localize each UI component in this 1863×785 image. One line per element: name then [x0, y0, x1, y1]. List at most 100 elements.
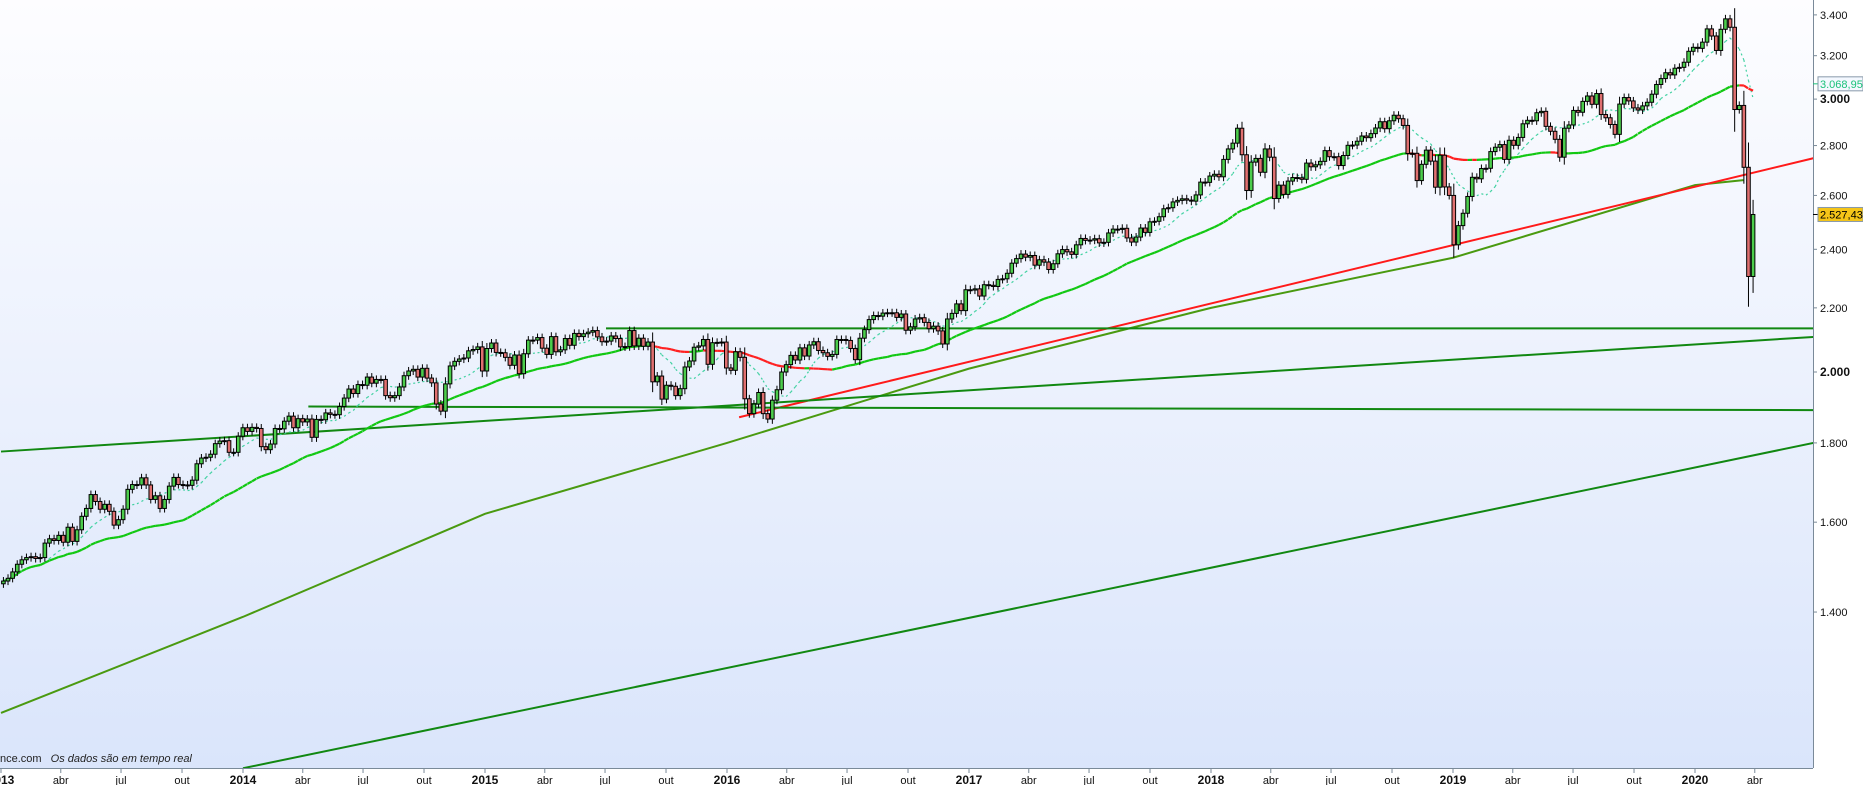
candle-body	[1230, 142, 1236, 150]
moving-average-40-segment	[375, 420, 382, 425]
candle	[1538, 107, 1544, 117]
moving-average-40-segment	[841, 365, 847, 369]
candle-body	[968, 289, 973, 292]
moving-average-10-segment	[1200, 197, 1206, 202]
candle	[1442, 147, 1447, 196]
moving-average-40-segment	[1200, 230, 1206, 235]
moving-average-40-segment	[1531, 152, 1537, 156]
y-tick-label: 2.800	[1820, 141, 1848, 153]
moving-average-40-segment	[1144, 253, 1151, 258]
candle-body	[760, 391, 766, 415]
candle-body	[1152, 220, 1157, 223]
candle	[263, 442, 269, 454]
candle	[1225, 144, 1231, 164]
moving-average-10-segment	[436, 380, 442, 383]
moving-average-40-segment	[1177, 239, 1183, 244]
candle-body	[1322, 150, 1328, 162]
candle-body	[834, 338, 840, 355]
moving-average-10-segment	[1389, 130, 1395, 135]
candle-body	[806, 344, 812, 357]
candle-body	[185, 484, 190, 487]
moving-average-40-segment	[182, 517, 189, 522]
moving-average-10-segment	[1541, 129, 1547, 132]
candle	[825, 348, 830, 361]
moving-average-40-segment	[864, 359, 870, 363]
moving-average-40-segment	[1232, 211, 1239, 218]
candle	[1331, 152, 1337, 161]
candle	[820, 346, 826, 357]
candle-body	[309, 418, 315, 438]
candle-body	[1727, 18, 1733, 28]
candle-body	[355, 384, 361, 395]
moving-average-40-segment	[1117, 265, 1123, 270]
candle	[93, 490, 98, 506]
moving-average-10-segment	[141, 498, 147, 502]
moving-average-10-segment	[182, 489, 188, 492]
candle	[235, 432, 241, 457]
candle	[415, 365, 421, 382]
candle-body	[254, 426, 259, 429]
candle-body	[673, 385, 678, 397]
candle	[97, 497, 103, 514]
candle	[1580, 97, 1586, 117]
moving-average-10-segment	[1642, 109, 1648, 113]
candle-body	[1750, 213, 1756, 277]
candle	[1096, 234, 1102, 247]
moving-average-10-segment	[928, 319, 934, 323]
moving-average-40-segment	[311, 451, 317, 456]
candle-body	[456, 358, 462, 362]
candle-body	[498, 351, 503, 354]
moving-average-10-segment	[1448, 168, 1455, 178]
x-tick-label: 2013	[0, 773, 15, 785]
candle-body	[816, 341, 821, 351]
candle	[1663, 68, 1668, 83]
candle	[539, 333, 545, 353]
candle	[1317, 157, 1323, 169]
candle-body	[544, 347, 550, 355]
moving-average-40-segment	[223, 493, 230, 498]
moving-average-40-segment	[1218, 221, 1225, 226]
moving-average-40-segment	[1610, 143, 1616, 147]
candle	[636, 334, 642, 351]
candle-body	[180, 484, 186, 487]
candle	[484, 343, 490, 377]
moving-average-40-segment	[1080, 282, 1086, 287]
moving-average-10-segment	[118, 509, 124, 513]
candle-body	[1460, 212, 1466, 227]
candle-body	[438, 403, 444, 412]
moving-average-40-segment	[1388, 155, 1395, 159]
moving-average-40-segment	[316, 450, 322, 455]
candle-body	[641, 337, 646, 347]
candle	[1750, 199, 1756, 293]
candle	[912, 314, 918, 331]
candle-body	[931, 325, 936, 330]
x-tick-label: out	[658, 775, 673, 785]
candle	[1612, 120, 1618, 139]
candle-body	[143, 477, 149, 486]
candle	[1138, 224, 1143, 242]
candle	[1000, 274, 1005, 284]
moving-average-40-segment	[1379, 158, 1386, 162]
candle-body	[954, 303, 959, 314]
candle-body	[1166, 207, 1171, 210]
candle	[1640, 101, 1645, 115]
moving-average-10-segment	[445, 380, 451, 383]
candle-body	[627, 330, 632, 348]
moving-average-10-segment	[1665, 92, 1671, 96]
moving-average-40-segment	[449, 396, 456, 401]
moving-average-40-segment	[1715, 90, 1722, 95]
candle	[1009, 259, 1015, 278]
moving-average-40-segment	[1356, 166, 1363, 171]
moving-average-10-segment	[1006, 282, 1013, 286]
candle-body	[1281, 184, 1286, 195]
candle-body	[595, 330, 600, 338]
candle	[599, 332, 605, 346]
candle-body	[1732, 26, 1737, 111]
x-tick-label: abr	[53, 775, 69, 785]
moving-average-10-segment	[988, 294, 994, 299]
candle-body	[217, 440, 223, 445]
moving-average-40-segment	[283, 464, 290, 469]
candle-body	[1700, 41, 1705, 49]
moving-average-40-segment	[118, 534, 124, 539]
candle	[1465, 192, 1470, 218]
